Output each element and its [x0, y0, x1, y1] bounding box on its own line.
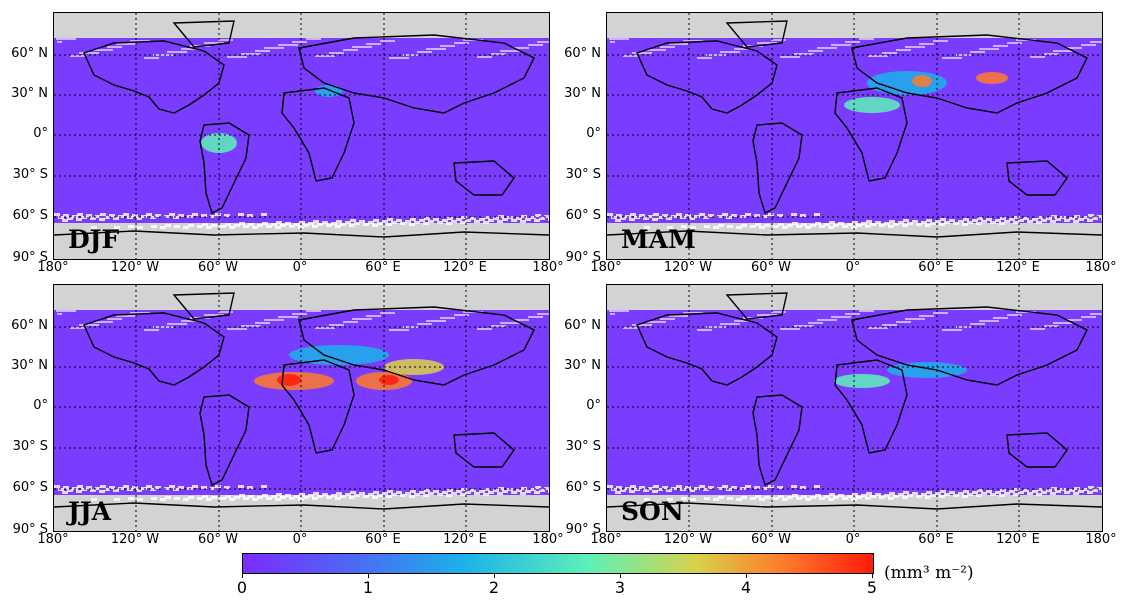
- lon-label: 0°: [845, 532, 861, 547]
- colorbar-tick: [368, 573, 369, 578]
- lon-label: 120° W: [663, 260, 713, 275]
- lon-label: 60° E: [365, 260, 401, 275]
- lon-label: 120° W: [110, 532, 160, 547]
- lat-label: 60° S: [12, 208, 48, 223]
- map-plot: [53, 12, 550, 260]
- colorbar-tick-label: 2: [488, 578, 500, 597]
- lon-label: 120° E: [996, 260, 1040, 275]
- lon-label: 180°: [532, 532, 564, 547]
- lon-label: 180°: [1085, 260, 1117, 275]
- lat-label: 60° N: [564, 46, 601, 61]
- lat-label: 30° S: [12, 439, 48, 454]
- colorbar-tick-label: 5: [866, 578, 878, 597]
- colorbar-tick-label: 1: [362, 578, 374, 597]
- lat-label: 30° N: [564, 358, 601, 373]
- lon-label: 0°: [292, 532, 308, 547]
- lat-label: 0°: [586, 398, 601, 413]
- lat-label: 90° S: [12, 250, 48, 265]
- colorbar-tick: [872, 573, 873, 578]
- season-label: MAM: [621, 225, 696, 254]
- lat-label: 0°: [33, 398, 48, 413]
- lat-label: 30° N: [11, 358, 48, 373]
- lat-label: 60° N: [564, 318, 601, 333]
- lon-label: 60° W: [750, 260, 792, 275]
- lat-label: 90° S: [12, 522, 48, 537]
- map-panel-jja: 60° N 30° N 0° 30° S 60° S 90° S 180° 120° W 60°…: [0, 272, 564, 547]
- lon-label: 120° E: [996, 532, 1040, 547]
- colorbar-tick: [620, 573, 621, 578]
- colorbar-tick: [494, 573, 495, 578]
- lat-label: 60° N: [11, 318, 48, 333]
- lat-label: 30° S: [12, 167, 48, 182]
- colorbar-tick-label: 3: [614, 578, 626, 597]
- lon-label: 120° W: [110, 260, 160, 275]
- colorbar-tick: [746, 573, 747, 578]
- map-panel-djf: 60° N 30° N 0° 30° S 60° S 90° S 180° 120° W 60°…: [0, 0, 564, 275]
- map-plot: [606, 284, 1103, 532]
- lat-label: 90° S: [565, 522, 601, 537]
- map-plot: [606, 12, 1103, 260]
- map-plot: [53, 284, 550, 532]
- lat-label: 30° N: [11, 86, 48, 101]
- lat-label: 60° S: [565, 208, 601, 223]
- colorbar-tick-label: 0: [236, 578, 248, 597]
- lat-label: 60° S: [565, 480, 601, 495]
- lon-label: 60° W: [750, 532, 792, 547]
- lat-label: 60° S: [12, 480, 48, 495]
- lon-label: 120° W: [663, 532, 713, 547]
- map-panel-son: 60° N 30° N 0° 30° S 60° S 90° S 180° 120° W 60°…: [553, 272, 1117, 547]
- lat-label: 90° S: [565, 250, 601, 265]
- lat-label: 0°: [586, 126, 601, 141]
- lon-label: 60° W: [197, 532, 239, 547]
- lon-label: 120° E: [443, 532, 487, 547]
- colorbar-unit: (mm³ m⁻²): [884, 563, 974, 583]
- lat-label: 60° N: [11, 46, 48, 61]
- colorbar: [242, 553, 874, 574]
- lon-label: 0°: [845, 260, 861, 275]
- season-label: JJA: [68, 497, 112, 526]
- colorbar-tick: [242, 573, 243, 578]
- lat-label: 30° S: [565, 439, 601, 454]
- lon-label: 60° E: [918, 260, 954, 275]
- lon-label: 0°: [292, 260, 308, 275]
- lon-label: 120° E: [443, 260, 487, 275]
- lon-label: 60° E: [918, 532, 954, 547]
- lon-label: 60° W: [197, 260, 239, 275]
- lon-label: 180°: [1085, 532, 1117, 547]
- lon-label: 60° E: [365, 532, 401, 547]
- lat-label: 30° N: [564, 86, 601, 101]
- lat-label: 0°: [33, 126, 48, 141]
- lon-label: 180°: [590, 260, 622, 275]
- lat-label: 30° S: [565, 167, 601, 182]
- lon-label: 180°: [590, 532, 622, 547]
- lon-label: 180°: [37, 260, 69, 275]
- season-label: DJF: [68, 225, 120, 254]
- map-panel-mam: 60° N 30° N 0° 30° S 60° S 90° S 180° 120° W 60°…: [553, 0, 1117, 275]
- lon-label: 180°: [37, 532, 69, 547]
- season-label: SON: [621, 497, 684, 526]
- colorbar-tick-label: 4: [740, 578, 752, 597]
- lon-label: 180°: [532, 260, 564, 275]
